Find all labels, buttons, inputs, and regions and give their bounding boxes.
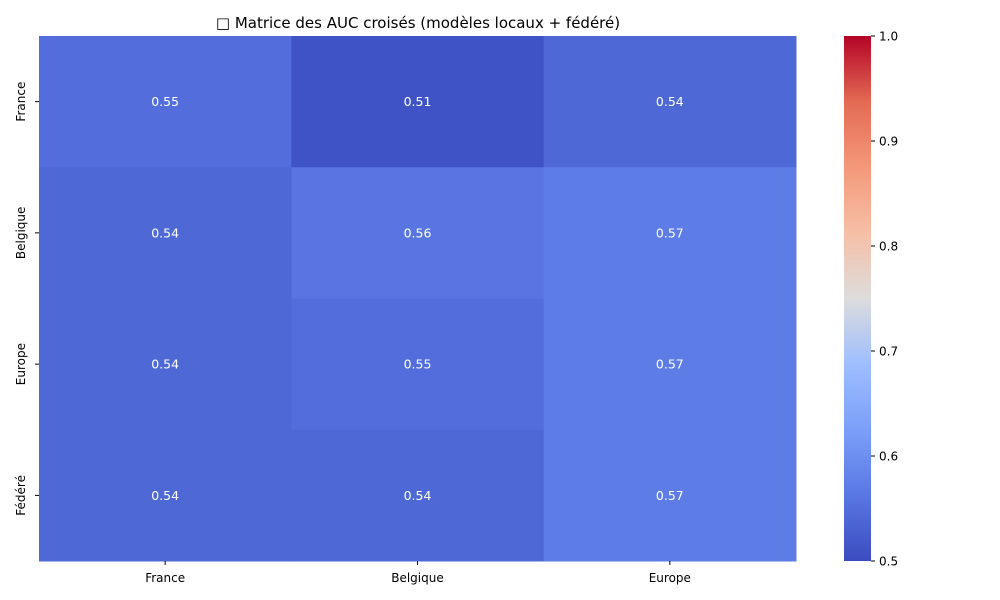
heatmap-cell (543, 429, 797, 562)
cell-value-label: 0.51 (404, 94, 432, 109)
chart-title: □ Matrice des AUC croisés (modèles locau… (216, 14, 620, 32)
x-tick-label: France (145, 571, 185, 585)
colorbar-tick-label: 0.7 (879, 345, 898, 359)
heatmap-cell (39, 429, 292, 562)
heatmap-cell (291, 167, 545, 299)
heatmap-cell (39, 298, 292, 431)
cell-value-label: 0.57 (656, 488, 684, 503)
heatmap-cell (291, 298, 545, 431)
cell-value-label: 0.54 (404, 488, 432, 503)
y-tick-label: Europe (14, 343, 28, 385)
cell-value-label: 0.54 (151, 225, 179, 240)
cell-value-label: 0.57 (656, 225, 684, 240)
heatmap-cell (291, 429, 545, 562)
colorbar (844, 36, 871, 561)
colorbar-tick-label: 0.6 (879, 450, 898, 464)
heatmap-cell (543, 167, 797, 299)
colorbar-tick-label: 0.9 (879, 135, 898, 149)
y-tick-label: Fédéré (14, 475, 28, 516)
cell-value-label: 0.56 (404, 225, 432, 240)
heatmap-cell (39, 167, 292, 299)
cell-value-label: 0.57 (656, 357, 684, 372)
cell-value-label: 0.54 (656, 94, 684, 109)
colorbar-axis: 0.5 0.6 0.7 0.8 0.9 1.0 (871, 30, 898, 569)
y-axis: France Belgique Europe Fédéré (14, 82, 39, 516)
heatmap-cell (39, 36, 292, 168)
heatmap-cell-labels: 0.55 0.51 0.54 0.54 0.56 0.57 0.54 0.55 0.57 0.54… (151, 94, 684, 503)
colorbar-tick-label: 1.0 (879, 30, 898, 44)
colorbar-tick-label: 0.8 (879, 240, 898, 254)
heatmap-cells (39, 36, 797, 562)
heatmap-cell (543, 298, 797, 431)
cell-value-label: 0.54 (151, 357, 179, 372)
x-axis: France Belgique Europe (145, 561, 691, 585)
heatmap-cell (291, 36, 545, 168)
heatmap-cell (543, 36, 797, 168)
x-tick-label: Belgique (391, 571, 444, 585)
cell-value-label: 0.54 (151, 488, 179, 503)
y-tick-label: Belgique (14, 207, 28, 260)
y-tick-label: France (14, 82, 28, 122)
cell-value-label: 0.55 (151, 94, 179, 109)
colorbar-tick-label: 0.5 (879, 555, 898, 569)
cell-value-label: 0.55 (404, 357, 432, 372)
x-tick-label: Europe (649, 571, 691, 585)
